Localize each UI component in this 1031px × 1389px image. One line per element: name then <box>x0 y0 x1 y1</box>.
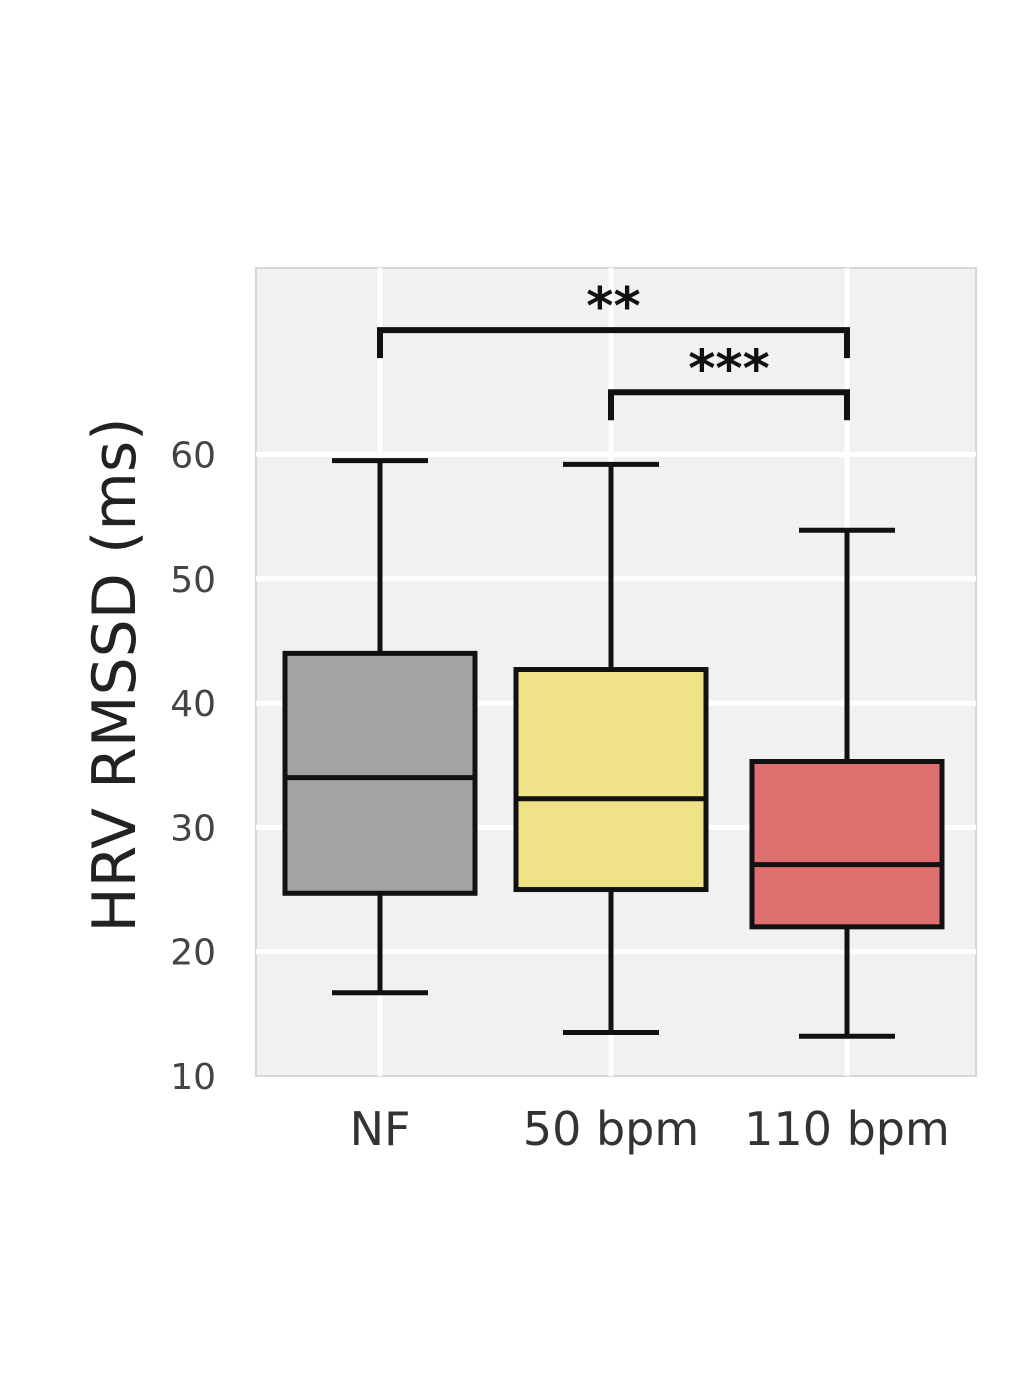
x-category-labels: NF 50 bpm 110 bpm <box>350 1102 950 1156</box>
significance-label: *** <box>688 339 770 399</box>
iqr-box <box>513 667 709 893</box>
y-tick-label: 30 <box>170 808 216 849</box>
box-0 <box>282 458 478 996</box>
boxes <box>282 458 945 1039</box>
y-tick-label: 10 <box>170 1057 216 1098</box>
box-1 <box>513 461 709 1035</box>
significance-brackets: ***** <box>377 277 850 421</box>
x-category-label: NF <box>350 1102 411 1156</box>
box-2 <box>749 527 945 1039</box>
x-category-label: 110 bpm <box>744 1102 950 1156</box>
iqr-box <box>749 759 945 930</box>
y-axis-title: HRV RMSSD (ms) <box>80 417 150 932</box>
y-tick-label: 50 <box>170 560 216 601</box>
iqr-box <box>282 650 478 896</box>
y-tick-label: 60 <box>170 435 216 476</box>
significance-label: ** <box>586 277 640 337</box>
significance-bracket <box>608 389 850 421</box>
significance-bracket <box>377 327 850 359</box>
x-category-label: 50 bpm <box>523 1102 699 1156</box>
y-tick-label: 40 <box>170 684 216 725</box>
y-tick-labels: 10 20 30 40 50 60 <box>170 435 216 1098</box>
y-tick-label: 20 <box>170 933 216 974</box>
